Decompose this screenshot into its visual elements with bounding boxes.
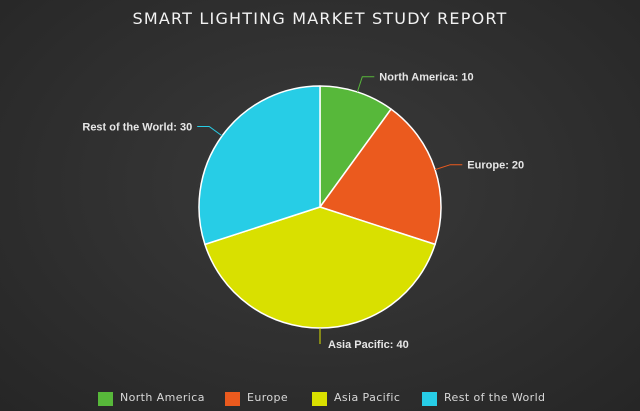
data-label-asia-pacific: Asia Pacific: 40 <box>328 339 409 351</box>
data-label-rest-of-the-world: Rest of the World: 30 <box>82 122 192 134</box>
legend-label-rest-of-the-world: Rest of the World <box>444 391 546 404</box>
data-label-north-america: North America: 10 <box>379 72 473 84</box>
pie-slice-europe[interactable] <box>319 108 442 246</box>
chart-title: SMART LIGHTING MARKET STUDY REPORT <box>132 9 508 28</box>
legend-label-north-america: North America <box>120 391 205 404</box>
legend-swatch-asia-pacific <box>312 392 327 406</box>
connector-rest-of-the-world <box>197 126 223 137</box>
data-labels: North America: 10 Europe: 20 Asia Pacific:… <box>82 72 524 351</box>
legend-swatch-north-america <box>98 392 113 406</box>
connector-europe <box>434 164 463 171</box>
connector-north-america <box>356 76 375 93</box>
label-connectors <box>197 76 463 344</box>
legend: North America Europe Asia Pacific Rest o… <box>0 390 640 408</box>
legend-label-europe: Europe <box>247 391 289 404</box>
legend-label-asia-pacific: Asia Pacific <box>334 391 401 404</box>
legend-swatch-europe <box>225 392 240 406</box>
pie-slices <box>198 85 442 329</box>
pie-slice-north-america[interactable] <box>319 85 392 208</box>
pie-slice-rest-of-the-world[interactable] <box>198 85 321 246</box>
data-label-europe: Europe: 20 <box>467 160 524 172</box>
legend-swatch-rest-of-the-world <box>422 392 437 406</box>
